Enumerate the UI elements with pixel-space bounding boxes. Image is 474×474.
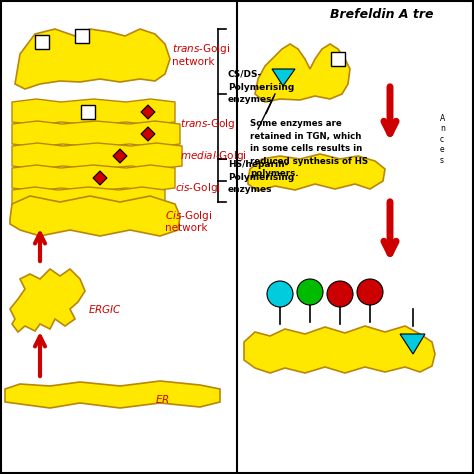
Text: enzymes: enzymes xyxy=(228,184,273,193)
Polygon shape xyxy=(272,69,295,86)
Polygon shape xyxy=(10,269,85,332)
Text: network: network xyxy=(165,223,208,233)
Text: $\it{medial}$-Golgi: $\it{medial}$-Golgi xyxy=(180,149,247,163)
Text: CS/DS-: CS/DS- xyxy=(228,70,262,79)
Polygon shape xyxy=(255,44,350,102)
Text: $\it{Cis}$-Golgi: $\it{Cis}$-Golgi xyxy=(165,209,212,223)
FancyBboxPatch shape xyxy=(331,52,345,66)
Polygon shape xyxy=(10,196,180,236)
Text: A
n
c
e
s: A n c e s xyxy=(440,114,445,164)
Text: Some enzymes are
retained in TGN, which
in some cells results in
reduced synthes: Some enzymes are retained in TGN, which … xyxy=(250,119,368,178)
Text: $\it{cis}$-Golgi: $\it{cis}$-Golgi xyxy=(175,181,220,195)
Text: Brefeldin A tre: Brefeldin A tre xyxy=(330,8,434,20)
Polygon shape xyxy=(12,143,182,169)
FancyBboxPatch shape xyxy=(81,105,95,119)
Polygon shape xyxy=(15,29,170,89)
Polygon shape xyxy=(141,105,155,119)
Polygon shape xyxy=(12,165,175,191)
Text: enzymes: enzymes xyxy=(228,94,273,103)
FancyBboxPatch shape xyxy=(35,35,49,49)
Polygon shape xyxy=(5,381,220,408)
Polygon shape xyxy=(141,127,155,141)
Polygon shape xyxy=(93,171,107,185)
Polygon shape xyxy=(12,121,180,147)
Text: $\it{trans}$-Golgi: $\it{trans}$-Golgi xyxy=(180,117,238,131)
Polygon shape xyxy=(244,326,435,373)
Circle shape xyxy=(357,279,383,305)
FancyBboxPatch shape xyxy=(75,29,89,43)
Polygon shape xyxy=(12,99,175,125)
Polygon shape xyxy=(248,154,385,191)
Text: Polymerising: Polymerising xyxy=(228,173,294,182)
Text: network: network xyxy=(172,57,215,67)
Circle shape xyxy=(267,281,293,307)
Circle shape xyxy=(297,279,323,305)
Circle shape xyxy=(327,281,353,307)
Text: $\it{ERGIC}$: $\it{ERGIC}$ xyxy=(88,303,122,315)
Polygon shape xyxy=(400,334,425,354)
Text: $\it{trans}$-Golgi: $\it{trans}$-Golgi xyxy=(172,42,230,56)
Polygon shape xyxy=(12,187,165,213)
Text: Polymerising: Polymerising xyxy=(228,82,294,91)
Text: HS/heparin-: HS/heparin- xyxy=(228,159,288,168)
Polygon shape xyxy=(113,149,127,163)
Text: $\it{ER}$: $\it{ER}$ xyxy=(155,393,170,405)
